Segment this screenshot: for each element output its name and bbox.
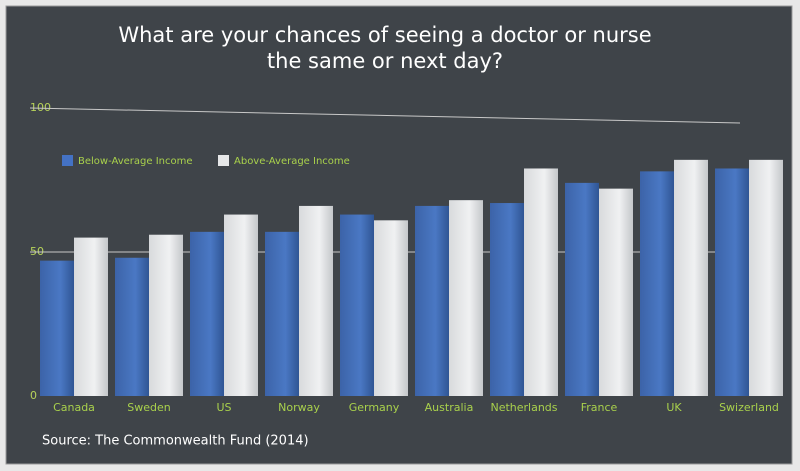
bar — [715, 168, 749, 396]
bar — [190, 231, 224, 396]
bar — [374, 220, 408, 396]
y-tick-label: 0 — [30, 389, 37, 402]
bar — [415, 205, 449, 396]
bar — [74, 237, 108, 396]
chart-title: the same or next day? — [267, 49, 503, 73]
x-tick-label: Sweden — [127, 401, 170, 414]
x-tick-label: Swizerland — [719, 401, 779, 414]
bar — [115, 257, 149, 396]
grid-line — [29, 107, 741, 124]
x-tick-label: Australia — [425, 401, 474, 414]
x-tick-label: France — [581, 401, 618, 414]
legend-label: Below-Average Income — [78, 156, 193, 167]
source-note: Source: The Commonwealth Fund (2014) — [42, 434, 309, 449]
x-tick-label: Norway — [278, 401, 320, 414]
x-tick-label: Canada — [53, 401, 95, 414]
bar — [449, 200, 483, 396]
bar — [674, 159, 708, 396]
bar — [749, 159, 783, 396]
bar — [340, 214, 374, 396]
bar — [524, 168, 558, 396]
bar — [265, 231, 299, 396]
bar — [224, 214, 258, 396]
y-tick-label: 100 — [30, 101, 51, 114]
x-tick-label: UK — [666, 401, 682, 414]
bar — [640, 171, 674, 396]
x-tick-label: US — [216, 401, 231, 414]
x-tick-label: Netherlands — [490, 401, 557, 414]
legend-swatch — [62, 155, 73, 166]
legend-swatch — [218, 155, 229, 166]
bar — [299, 205, 333, 396]
bar — [149, 234, 183, 396]
bar — [40, 260, 74, 396]
legend-label: Above-Average Income — [234, 156, 350, 167]
bar — [565, 182, 599, 396]
bar — [599, 188, 633, 396]
chart-title: What are your chances of seeing a doctor… — [118, 23, 651, 47]
x-tick-label: Germany — [349, 401, 400, 414]
bar — [490, 203, 524, 396]
